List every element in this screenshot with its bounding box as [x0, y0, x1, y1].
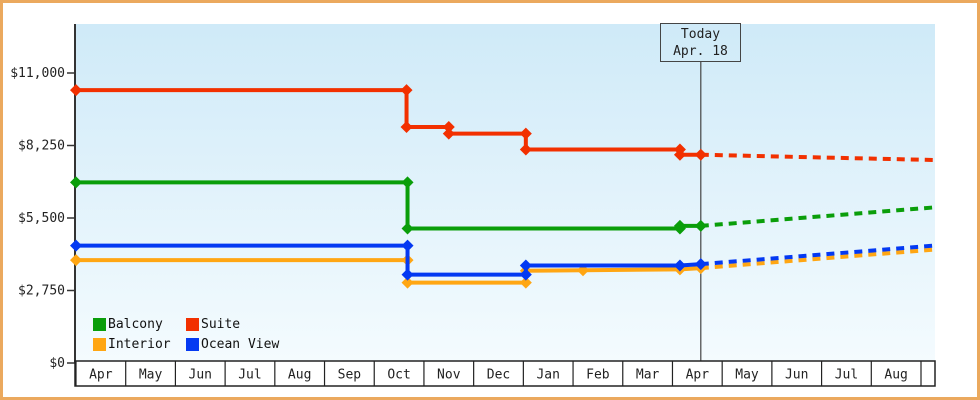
price-history-chart: $0 $2,750 $5,500 $8,250 $11,000 Apr May Jun Jul A…: [10, 24, 936, 387]
series-ocean-view-point: [401, 239, 414, 252]
x-axis-label: May: [735, 368, 759, 383]
series-balcony-forecast-line: [700, 205, 934, 228]
x-axis-label: Mar: [636, 368, 660, 383]
x-axis-label: Jul: [835, 368, 858, 383]
legend-item-suite: Suite: [186, 314, 279, 334]
x-axis-label: Apr: [89, 368, 113, 383]
legend-item-interior: Interior: [93, 334, 186, 354]
series-suite-point: [400, 121, 413, 134]
series-interior-point: [70, 254, 82, 267]
x-axis-label: Aug: [288, 368, 311, 383]
series-balcony-point: [401, 176, 414, 189]
series-ocean-view-point: [673, 259, 686, 272]
series-suite-point: [519, 143, 532, 156]
x-axis-label: Nov: [437, 368, 461, 383]
legend-label-interior: Interior: [108, 336, 171, 352]
x-axis-band: [74, 360, 936, 387]
x-axis-label: Jul: [238, 368, 261, 383]
series-suite-point: [442, 121, 455, 134]
series-ocean-view-point: [519, 268, 532, 281]
y-axis-label: $2,750: [18, 284, 65, 299]
series-ocean-view-point: [401, 268, 414, 281]
today-date: Apr. 18: [673, 44, 728, 59]
x-axis-label: Jan: [536, 368, 559, 383]
today-label: Today: [680, 27, 721, 42]
legend-label-balcony: Balcony: [108, 316, 163, 332]
x-axis-label: Aug: [884, 368, 907, 383]
series-interior-forecast-line: [700, 247, 934, 271]
today-marker-box: Today Apr. 18: [660, 23, 741, 62]
series-suite-forecast-line: [700, 152, 934, 162]
legend-swatch-interior: [93, 337, 106, 351]
y-axis-label: $5,500: [18, 211, 65, 226]
x-axis-label: Oct: [387, 368, 410, 383]
series-balcony-point: [673, 219, 686, 232]
series-balcony-point: [694, 219, 707, 232]
series-suite-point: [400, 84, 413, 97]
series-ocean-view-point: [519, 259, 532, 272]
y-axis-label: $8,250: [18, 139, 65, 154]
legend-swatch-ocean-view: [186, 337, 199, 351]
x-axis-label: Jun: [189, 368, 212, 383]
series-interior-point: [401, 276, 414, 289]
series-ocean-view-point: [70, 239, 82, 252]
legend-swatch-suite: [186, 317, 199, 331]
x-axis-label: Dec: [487, 368, 510, 383]
series-interior-point: [519, 276, 532, 289]
series-suite-point: [519, 127, 532, 140]
x-axis-label: Feb: [586, 368, 610, 383]
series-suite-point: [70, 84, 82, 97]
series-balcony-point: [70, 176, 82, 189]
series-suite-point: [673, 148, 686, 161]
plot-area: [76, 24, 935, 361]
legend-swatch-balcony: [93, 317, 106, 331]
x-axis-label: Apr: [686, 368, 710, 383]
y-axis-label: $0: [49, 356, 65, 371]
legend-label-suite: Suite: [201, 316, 241, 332]
legend-label-ocean-view: Ocean View: [201, 336, 280, 352]
x-axis-label: May: [139, 368, 163, 383]
series-ocean-view-forecast-line: [700, 243, 934, 267]
series-suite-point: [442, 127, 455, 140]
legend-item-ocean-view: Ocean View: [186, 334, 279, 354]
x-axis-label: Jun: [785, 368, 808, 383]
series-balcony-point: [401, 222, 414, 235]
legend-item-balcony: Balcony: [93, 314, 186, 334]
series-ocean-view-point: [694, 258, 707, 271]
x-axis-label: Sep: [338, 368, 362, 383]
chart-legend: Balcony Suite Interior Ocean View: [93, 314, 279, 354]
y-axis-label: $11,000: [10, 66, 65, 81]
series-suite-point: [694, 148, 707, 161]
